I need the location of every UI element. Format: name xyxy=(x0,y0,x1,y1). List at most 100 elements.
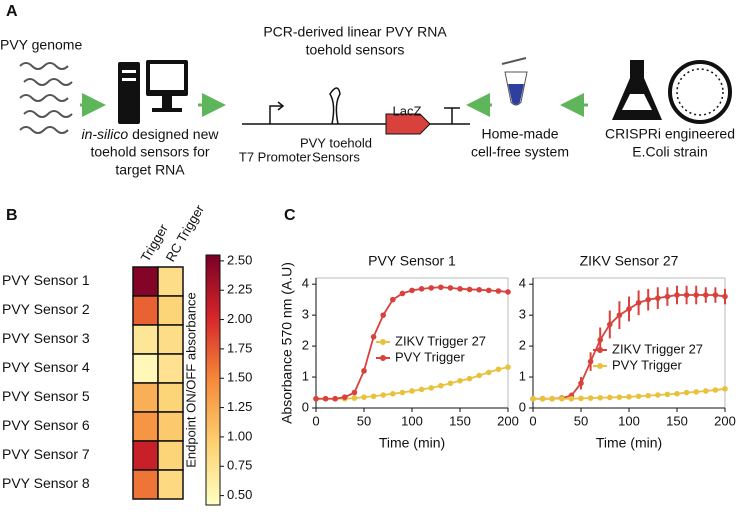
y-tick-label: 0 xyxy=(302,399,309,414)
point xyxy=(399,389,406,396)
cell xyxy=(157,266,184,297)
panel-label: C xyxy=(284,207,296,224)
flask-icon xyxy=(612,60,662,120)
point xyxy=(655,295,661,301)
point xyxy=(505,289,511,295)
colorbar-tick-label: 2.25 xyxy=(227,282,252,297)
colorbar-tick-label: 2.50 xyxy=(227,252,252,267)
computer-icon xyxy=(118,60,188,124)
point xyxy=(428,385,435,391)
y-tick-label: 4 xyxy=(519,276,526,291)
point xyxy=(597,394,603,401)
row-label: PVY Sensor 2 xyxy=(2,301,90,317)
x-tick-label: 0 xyxy=(312,413,319,428)
colorbar-tick-label: 0.50 xyxy=(227,487,252,502)
cellfree-text: cell-free system xyxy=(471,144,569,160)
point xyxy=(361,368,367,374)
point xyxy=(655,392,661,398)
point xyxy=(428,285,435,291)
x-tick-label: 100 xyxy=(618,413,640,428)
x-tick-label: 200 xyxy=(714,413,736,428)
point xyxy=(645,296,651,303)
point xyxy=(616,394,623,400)
chart-title: PVY Sensor 1 xyxy=(368,253,456,269)
point xyxy=(438,382,444,389)
y-tick-label: 1 xyxy=(302,368,309,383)
x-tick-label: 150 xyxy=(666,413,688,428)
tube-icon xyxy=(501,57,528,106)
insilico-text: target RNA xyxy=(115,162,185,178)
point xyxy=(390,390,396,397)
x-tick-label: 50 xyxy=(574,413,588,428)
colorbar xyxy=(205,254,221,506)
x-tick-label: 50 xyxy=(357,413,371,428)
point xyxy=(578,380,584,387)
x-tick-label: 200 xyxy=(497,413,519,428)
column-label: RC Trigger xyxy=(163,202,208,265)
point xyxy=(409,287,415,294)
point xyxy=(466,286,473,293)
colorbar-tick-label: 2.00 xyxy=(227,311,252,326)
point xyxy=(703,292,709,298)
legend-marker xyxy=(380,355,386,361)
cell xyxy=(157,382,184,413)
point xyxy=(616,312,623,318)
x-axis-label: Time (min) xyxy=(379,435,445,451)
legend-label: PVY Trigger xyxy=(612,357,683,372)
cell xyxy=(132,266,159,297)
point xyxy=(607,321,613,328)
legend-marker xyxy=(597,363,603,369)
point xyxy=(587,358,594,365)
point xyxy=(674,292,680,298)
point xyxy=(486,287,492,294)
point xyxy=(457,286,463,292)
point xyxy=(712,292,719,298)
legend-marker xyxy=(380,339,386,345)
cell xyxy=(157,440,184,471)
point xyxy=(447,380,454,387)
colorbar-tick-label: 0.75 xyxy=(227,458,252,473)
point xyxy=(418,286,425,292)
row-label: PVY Sensor 4 xyxy=(2,359,90,375)
point xyxy=(476,372,483,379)
toehold-label: Sensors xyxy=(312,149,360,164)
series-line xyxy=(316,366,509,400)
row-label: PVY Sensor 8 xyxy=(2,475,90,491)
row-label: PVY Sensor 7 xyxy=(2,446,90,462)
cell xyxy=(157,411,184,442)
genome-label: PVY genome xyxy=(0,37,82,53)
row-label: PVY Sensor 5 xyxy=(2,388,90,404)
y-tick-label: 1 xyxy=(519,368,526,383)
cell xyxy=(157,469,184,500)
point xyxy=(313,395,319,402)
point xyxy=(626,306,632,312)
point xyxy=(549,395,555,402)
promoter-label: T7 Promoter xyxy=(239,149,312,164)
point xyxy=(683,389,690,396)
point xyxy=(332,395,339,402)
colorbar-tick-label: 1.00 xyxy=(227,428,252,443)
point xyxy=(390,296,396,303)
cell xyxy=(132,295,159,326)
point xyxy=(587,395,594,401)
y-tick-label: 4 xyxy=(302,276,309,291)
colorbar-tick-label: 1.50 xyxy=(227,370,252,385)
point xyxy=(597,337,603,343)
strain-text: CRISPRi engineered xyxy=(605,126,735,142)
diagram: A PVY genome in-silico designed new toeh… xyxy=(0,3,735,224)
row-label: PVY Sensor 3 xyxy=(2,330,90,346)
y-tick-label: 3 xyxy=(302,307,309,322)
y-tick-label: 3 xyxy=(519,307,526,322)
point xyxy=(607,394,613,401)
x-tick-label: 100 xyxy=(401,413,423,428)
point xyxy=(568,395,575,402)
point xyxy=(683,292,690,298)
insilico-text: toehold sensors for xyxy=(90,144,209,160)
point xyxy=(361,394,367,400)
pcr-text: PCR-derived linear PVY RNA xyxy=(263,24,447,40)
cell xyxy=(157,353,184,384)
cell xyxy=(157,324,184,355)
point xyxy=(399,290,406,297)
point xyxy=(370,393,377,400)
